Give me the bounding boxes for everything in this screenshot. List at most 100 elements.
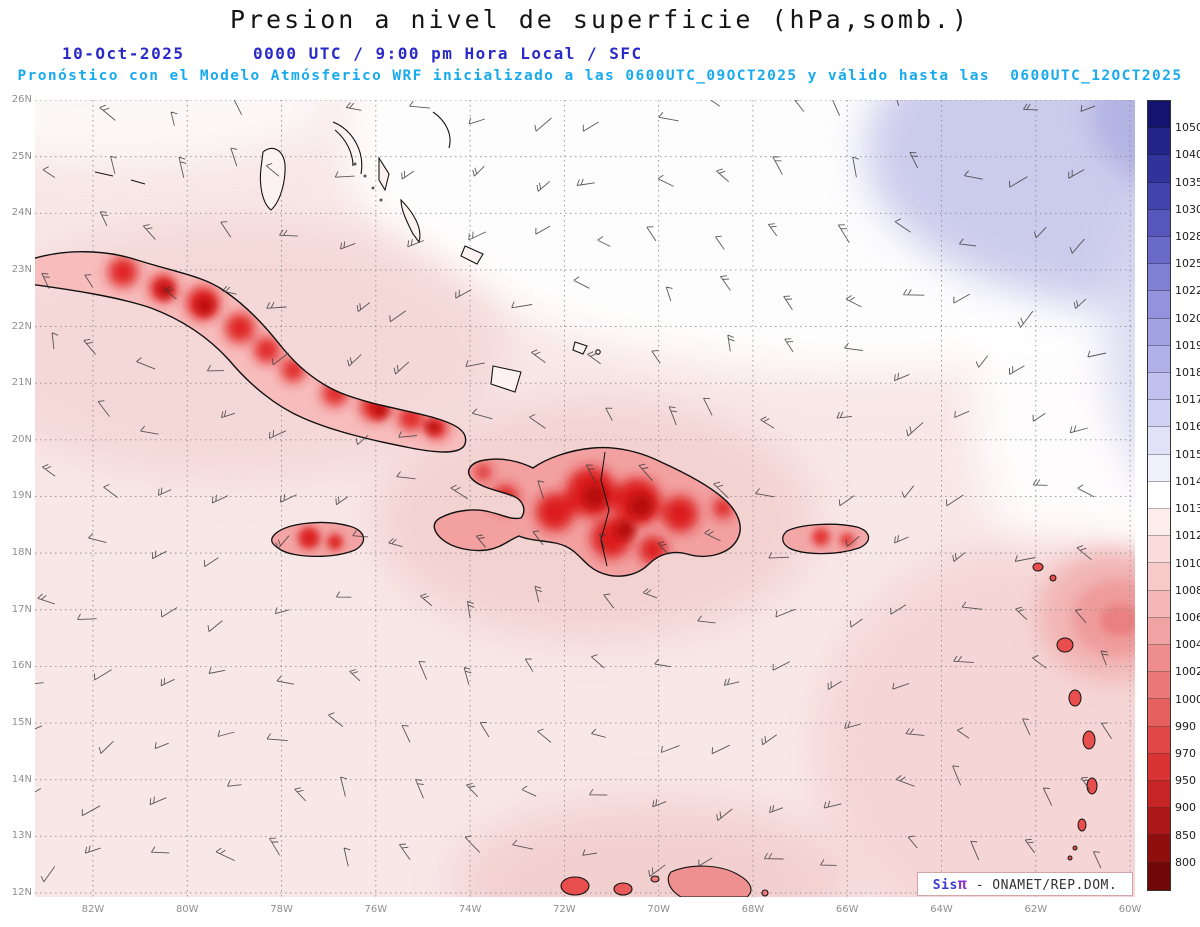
colorbar-segment [1148, 454, 1170, 482]
colorbar-label: 970 [1175, 746, 1196, 760]
lat-tick-17N: 17N [11, 603, 32, 615]
lat-tick-24N: 24N [11, 207, 32, 219]
colorbar-label: 1035 [1175, 175, 1200, 189]
colorbar-segment [1148, 264, 1170, 292]
colorbar-label: 1020 [1175, 311, 1200, 325]
colorbar-label: 1030 [1175, 202, 1200, 216]
colorbar-label: 1006 [1175, 610, 1200, 624]
southern-islands [560, 865, 769, 897]
lat-tick-15N: 15N [11, 717, 32, 729]
colorbar-label: 1028 [1175, 230, 1200, 244]
colorbar-label: 1002 [1175, 665, 1200, 679]
colorbar-segment [1148, 237, 1170, 265]
colorbar-segment [1148, 509, 1170, 537]
colorbar-segment [1148, 753, 1170, 782]
lat-tick-12N: 12N [11, 886, 32, 898]
lon-tick-80W: 80W [175, 904, 199, 915]
lon-tick-66W: 66W [835, 904, 859, 915]
lat-tick-13N: 13N [11, 830, 32, 842]
colorbar-segment [1148, 590, 1170, 618]
colorbar-segment [1148, 617, 1170, 646]
colorbar-segment [1148, 291, 1170, 319]
lon-tick-68W: 68W [741, 904, 765, 915]
lon-tick-72W: 72W [553, 904, 576, 915]
colorbar-segment [1148, 699, 1170, 727]
colorbar-segment [1148, 155, 1170, 183]
bahamas-coastlines [94, 111, 601, 393]
colorbar-segment [1148, 400, 1170, 428]
colorbar-label: 800 [1175, 855, 1196, 869]
colorbar-label: 1016 [1175, 420, 1200, 434]
lon-tick-64W: 64W [930, 904, 953, 915]
colorbar-label: 950 [1175, 774, 1196, 788]
lon-tick-78W: 78W [270, 904, 293, 915]
colorbar-label: 1008 [1175, 583, 1200, 597]
colorbar-label: 1022 [1175, 284, 1200, 298]
colorbar-segment [1148, 563, 1170, 591]
haiti-dr-border [600, 451, 610, 567]
colorbar-segment [1148, 373, 1170, 401]
lat-tick-20N: 20N [11, 433, 32, 445]
colorbar-label: 1040 [1175, 148, 1200, 162]
colorbar-segment [1148, 808, 1170, 836]
colorbar-segment [1148, 101, 1170, 129]
colorbar-segment [1148, 645, 1170, 673]
colorbar-label: 990 [1175, 719, 1196, 733]
attribution-text: - ONAMET/REP.DOM. [975, 878, 1118, 893]
colorbar-label: 900 [1175, 801, 1196, 815]
map-canvas [35, 100, 1135, 897]
lat-tick-25N: 25N [11, 150, 32, 162]
colorbar-label: 1000 [1175, 692, 1200, 706]
colorbar-segment [1148, 835, 1170, 863]
colorbar-label: 1025 [1175, 257, 1200, 271]
valid-time: 0000 UTC / 9:00 pm Hora Local / SFC [253, 44, 643, 63]
lat-tick-16N: 16N [11, 660, 32, 672]
lon-tick-60W: 60W [1118, 904, 1142, 915]
lon-tick-74W: 74W [458, 904, 482, 915]
colorbar-label: 1018 [1175, 366, 1200, 380]
colorbar-segment [1148, 128, 1170, 156]
colorbar-segment [1148, 481, 1170, 510]
lon-tick-82W: 82W [81, 904, 105, 915]
lat-tick-14N: 14N [11, 773, 32, 785]
lat-tick-19N: 19N [11, 490, 32, 502]
colorbar-label: 1004 [1175, 638, 1200, 652]
forecast-subtitle: Pronóstico con el Modelo Atmósferico WRF… [17, 68, 1183, 84]
colorbar-label: 1019 [1175, 338, 1200, 352]
colorbar-segment [1148, 726, 1170, 754]
colorbar-label: 1017 [1175, 393, 1200, 407]
lat-tick-23N: 23N [11, 263, 32, 275]
page-title: Presion a nivel de superficie (hPa,somb.… [229, 5, 971, 34]
wind-barbs-layer [35, 100, 1112, 883]
colorbar-label: 1015 [1175, 447, 1200, 461]
colorbar [1147, 100, 1171, 891]
colorbar-label: 1050 [1175, 121, 1200, 135]
colorbar-segment [1148, 672, 1170, 700]
colorbar-segment [1148, 318, 1170, 346]
lat-tick-21N: 21N [11, 377, 32, 389]
colorbar-segment [1148, 536, 1170, 564]
lat-tick-26N: 26N [11, 94, 32, 105]
colorbar-segment [1148, 182, 1170, 210]
lat-tick-18N: 18N [11, 547, 32, 559]
attribution-box: Sisπ - ONAMET/REP.DOM. [917, 872, 1133, 896]
pi-symbol: π [957, 875, 968, 893]
jamaica-landmass [270, 521, 365, 557]
valid-date: 10-Oct-2025 [62, 44, 185, 63]
lon-tick-70W: 70W [647, 904, 670, 915]
sis-logo: Sis [932, 878, 958, 893]
colorbar-label: 1014 [1175, 474, 1200, 488]
colorbar-label: 850 [1175, 828, 1196, 842]
colorbar-label: 1013 [1175, 502, 1200, 516]
colorbar-label: 1012 [1175, 529, 1200, 543]
colorbar-segment [1148, 781, 1170, 809]
colorbar-segment [1148, 345, 1170, 374]
colorbar-label: 1010 [1175, 556, 1200, 570]
colorbar-segment [1148, 209, 1170, 238]
lat-tick-22N: 22N [11, 320, 32, 332]
lon-tick-62W: 62W [1024, 904, 1048, 915]
colorbar-segment [1148, 427, 1170, 455]
colorbar-segment [1148, 862, 1170, 890]
lon-tick-76W: 76W [364, 904, 388, 915]
